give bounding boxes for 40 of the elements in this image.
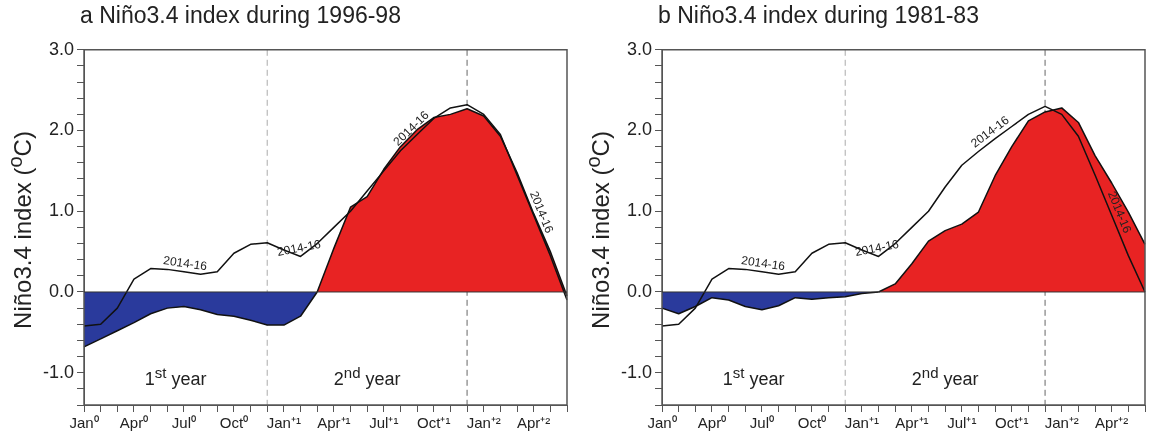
x-tick-label: Jul⁰ bbox=[171, 414, 197, 432]
x-tick-label: Jul⁰ bbox=[749, 414, 775, 432]
x-tick-label: Jul⁺¹ bbox=[947, 414, 977, 432]
text: 2014-16 bbox=[853, 236, 900, 259]
y-tick-label: 3.0 bbox=[626, 38, 653, 59]
y-tick-label: 2.0 bbox=[626, 119, 653, 140]
x-tick-label: Oct⁺¹ bbox=[417, 414, 451, 432]
x-tick-label: Oct⁰ bbox=[797, 414, 827, 432]
annotation: 1$^{st}$ year bbox=[722, 364, 785, 390]
annotation: 1$^{st}$ year bbox=[144, 364, 207, 390]
x-tick-label: Oct⁰ bbox=[219, 414, 249, 432]
x-tick-label: Jan⁺¹ bbox=[844, 414, 879, 432]
text: 2014-16 bbox=[162, 253, 209, 274]
x-tick-label: Apr⁺² bbox=[517, 414, 551, 432]
y-tick-label: 0.0 bbox=[626, 280, 653, 301]
chart-title: b Niño3.4 index during 1981-83 bbox=[658, 2, 979, 29]
x-tick-label: Apr⁰ bbox=[119, 414, 149, 432]
y-tick-label: 1.0 bbox=[626, 200, 653, 221]
y-tick-label: 1.0 bbox=[48, 200, 75, 221]
x-tick-label: Jul⁺¹ bbox=[369, 414, 399, 432]
y-tick-label: 3.0 bbox=[48, 38, 75, 59]
x-tick-label: Jan⁰ bbox=[69, 414, 99, 432]
x-tick-label: Apr⁺² bbox=[1095, 414, 1129, 432]
y-tick-label: -1.0 bbox=[620, 361, 653, 382]
x-tick-label: Jan⁺² bbox=[1044, 414, 1079, 432]
x-tick-label: Jan⁰ bbox=[647, 414, 677, 432]
y-tick-label: -1.0 bbox=[42, 361, 75, 382]
x-tick-label: Apr⁺¹ bbox=[317, 414, 351, 432]
x-tick-label: Apr⁰ bbox=[697, 414, 727, 432]
annotation: 2$^{nd}$ year bbox=[333, 364, 401, 390]
chart-title: a Niño3.4 index during 1996-98 bbox=[80, 2, 401, 29]
x-tick-label: Jan⁺¹ bbox=[266, 414, 301, 432]
x-tick-label: Apr⁺¹ bbox=[895, 414, 929, 432]
y-tick-label: 0.0 bbox=[48, 280, 75, 301]
y-tick-label: 2.0 bbox=[48, 119, 75, 140]
x-tick-label: Oct⁺¹ bbox=[995, 414, 1029, 432]
text: 2014-16 bbox=[740, 253, 787, 274]
annotation: 2$^{nd}$ year bbox=[911, 364, 979, 390]
x-tick-label: Jan⁺² bbox=[466, 414, 501, 432]
text: 2014-16 bbox=[275, 236, 322, 259]
